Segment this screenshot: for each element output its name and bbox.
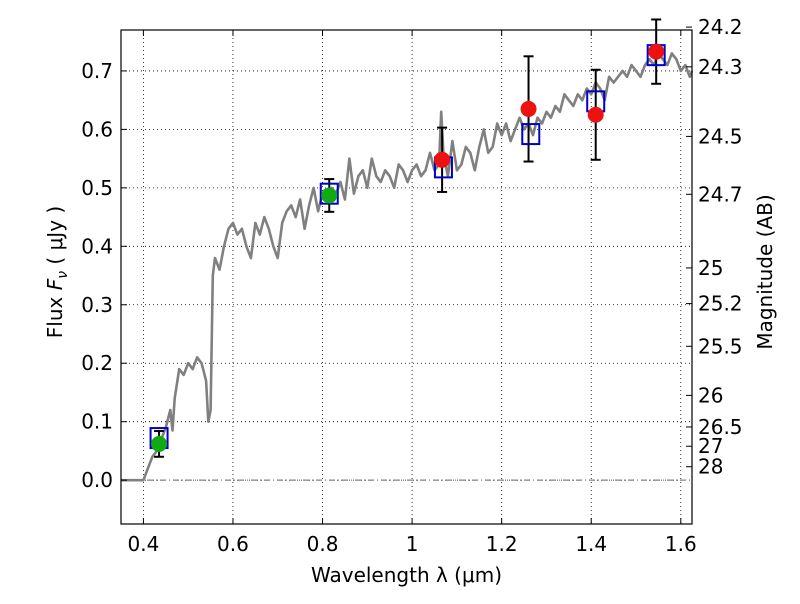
magnitude-tick-label: 28 (698, 455, 723, 479)
x-tick-label: 0.6 (217, 532, 249, 556)
model-spectrum (121, 52, 694, 482)
magnitude-tick-label: 25.5 (698, 334, 743, 358)
magnitude-tick-label: 24.2 (698, 15, 743, 39)
model-point-square (319, 182, 339, 205)
magnitude-tick-label: 24.7 (698, 182, 743, 206)
x-tick-label: 1.6 (665, 532, 697, 556)
x-tick-label: 1.2 (486, 532, 518, 556)
magnitude-tick-label: 27 (698, 434, 723, 458)
y-tick-label: 0.3 (81, 293, 113, 317)
x-tick-label: 0.4 (127, 532, 159, 556)
plot-frame (120, 29, 693, 525)
y-axis-label-subscript: ν (55, 271, 71, 279)
observed-point (151, 435, 168, 452)
y-tick-label: 0.7 (81, 59, 113, 83)
error-bars (154, 18, 662, 458)
y-tick-label: 0.6 (81, 117, 113, 141)
magnitude-tick-label: 25.2 (698, 292, 743, 316)
magnitude-tick-label: 24.3 (698, 55, 743, 79)
observed-point (587, 106, 604, 123)
y-axis-label-prefix: Flux (43, 290, 67, 338)
y-tick-label: 0.1 (81, 410, 113, 434)
y-tick-label: 0.2 (81, 351, 113, 375)
x-axis-label: Wavelength λ (μm) (311, 563, 502, 587)
x-tick-label: 1 (406, 532, 419, 556)
x-tick-label: 0.8 (307, 532, 339, 556)
y-axis-label: Flux Fν ( μJy ) (43, 206, 71, 338)
model-point-square (521, 123, 541, 146)
observed-point (434, 151, 451, 168)
y-tick-label: 0.4 (81, 234, 113, 258)
grid-lines (121, 30, 692, 524)
observed-point (321, 187, 338, 204)
observed-points (151, 43, 665, 452)
magnitude-axis-label: Magnitude (AB) (753, 194, 777, 349)
y-axis-ticks: 0.0 0.1 0.2 0.3 0.4 0.5 0.6 0.7 (81, 59, 127, 492)
y-tick-label: 0.5 (81, 176, 113, 200)
magnitude-tick-label: 26 (698, 383, 723, 407)
y-axis-label-suffix: ( μJy ) (43, 206, 67, 271)
x-tick-label: 1.4 (575, 532, 607, 556)
magnitude-tick-label: 24.5 (698, 124, 743, 148)
observed-point (520, 100, 537, 117)
x-axis-ticks: 0.4 0.6 0.8 1 1.2 1.4 1.6 (127, 30, 697, 556)
spectrum-line (121, 52, 694, 482)
observed-point (648, 43, 665, 60)
magnitude-tick-label: 26.5 (698, 415, 743, 439)
y-tick-label: 0.0 (81, 468, 113, 492)
y-axis-label-symbol: F (43, 278, 67, 290)
magnitude-tick-label: 25 (698, 256, 723, 280)
model-points (149, 44, 666, 450)
